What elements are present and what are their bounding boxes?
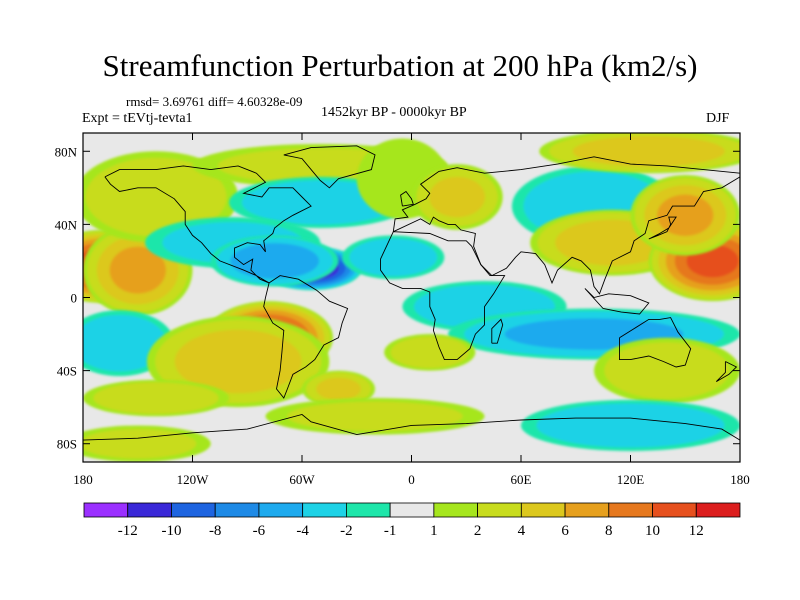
lon-tick-label: 120W [177,472,210,487]
colorbar-box [389,502,435,518]
contour-level [390,336,469,369]
contour-level [93,382,219,414]
colorbar-label: -6 [253,523,266,539]
colorbar-box [171,502,216,518]
coastline-madagascar [491,318,504,344]
colorbar-label: 1 [430,523,438,539]
colorbar-box [214,502,260,518]
lon-tick-label: 0 [408,472,415,487]
stats-line: rmsd= 3.69761 diff= 4.60328e-09 [126,94,303,109]
contour-level [572,136,725,167]
coastline-australia [619,317,692,368]
contour-level [109,246,166,294]
colorbar-box [608,502,653,518]
field-anomaly-26 [265,398,485,435]
lat-tick-label: 40S [57,364,77,379]
colorbar-box [564,502,610,518]
contour-level [83,429,197,459]
contour-level [83,314,167,372]
lat-tick-label: 40N [55,217,78,232]
contour-level [429,176,486,218]
field-anomaly-24 [83,379,229,417]
colorbar-box [83,502,129,518]
contour-level [287,401,463,431]
lon-tick-label: 180 [73,472,93,487]
field-anomaly-15 [539,133,740,174]
colorbar-label: 12 [689,523,704,539]
season-label: DJF [706,111,730,126]
contour-level [316,377,361,401]
coastline-new-zealand [715,361,738,382]
coastlines [83,145,740,441]
colorbar-label: -8 [209,523,222,539]
coastline-africa [380,231,506,361]
field-anomaly-23 [594,337,740,404]
contour-level [230,243,320,279]
field-anomaly-10 [411,164,503,230]
colorbar: -12 -10 -8 -6 -4 -2 -1 1 2 4 6 8 10 12 [83,502,741,539]
lon-tick-label: 60W [289,472,315,487]
coastline-japan [648,216,677,240]
experiment-label: Expt = tEVtj-tevta1 [82,111,193,126]
field-anomaly-25 [521,399,740,452]
colorbar-box [345,502,391,518]
axis-ticks: 80N 40N 0 40S 80S 180 120W 60W 0 60E 120E 180 [55,133,750,487]
colorbar-box [652,502,697,518]
colorbar-label: 8 [605,523,613,539]
colorbar-label: -1 [384,523,397,539]
colorbar-label: 6 [561,523,569,539]
contour-level [174,329,302,394]
colorbar-box [695,502,741,518]
contour-level [657,194,714,236]
colorbar-box [477,502,522,518]
coastline-uk [400,190,414,207]
period-label: 1452kyr BP - 0000kyr BP [321,105,467,120]
colorbar-label: -2 [340,523,353,539]
colorbar-box [127,502,172,518]
field-anomaly-8 [342,235,445,280]
contour-level [85,157,227,237]
coastline-asia-south [393,176,740,295]
coastline-eurasia [392,156,740,232]
coastline-indonesia [584,288,650,315]
contour-level [536,403,725,448]
colorbar-label: 4 [518,523,526,539]
contour-level [349,238,438,277]
field-anomaly-21 [302,370,375,408]
field-anomaly-22 [384,334,476,371]
lat-tick-label: 0 [71,291,78,306]
lon-tick-label: 180 [730,472,750,487]
field-anomaly-20 [146,315,330,408]
colorbar-label: 2 [474,523,482,539]
coastline-south-america [263,275,349,399]
lat-tick-label: 80S [57,437,77,452]
lon-tick-label: 60E [511,472,532,487]
coastline-greenland [283,145,376,189]
lat-tick-label: 80N [55,144,78,159]
colorbar-label: -12 [118,523,138,539]
colorbar-box [258,502,304,518]
lon-tick-label: 120E [617,472,645,487]
plot-title: Streamfunction Perturbation at 200 hPa (… [102,48,698,83]
colorbar-box [433,502,479,518]
coastline-north-america [104,165,312,284]
field-anomaly-7 [210,235,339,287]
colorbar-box [302,502,347,518]
colorbar-label: 10 [645,523,660,539]
contour-level [604,342,730,399]
coastline-antarctica-coast [83,414,740,441]
colorbar-box [520,502,566,518]
colorbar-label: -4 [296,523,309,539]
colorbar-label: -10 [161,523,181,539]
